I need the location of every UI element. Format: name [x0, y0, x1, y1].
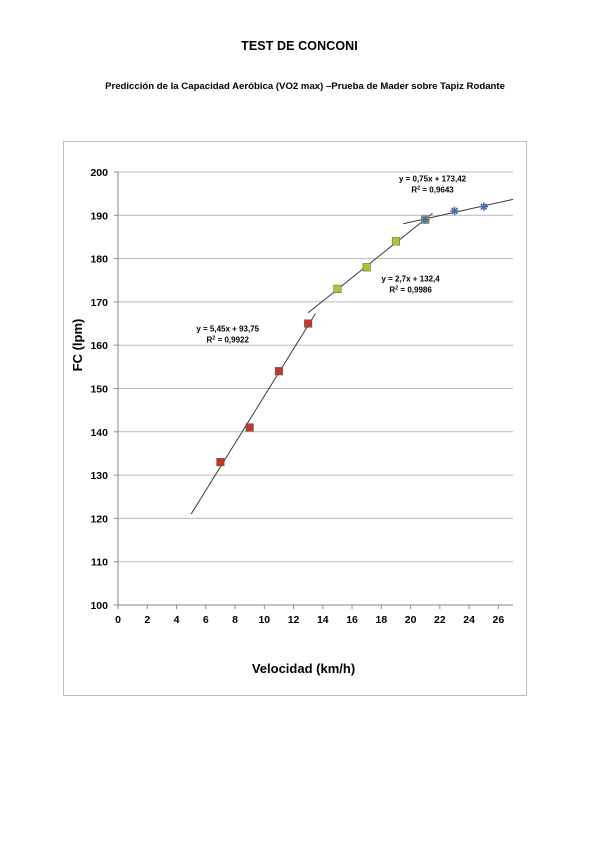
x-tick-label: 22	[434, 614, 446, 626]
data-point	[421, 215, 430, 224]
document-subtitle: Predicción de la Capacidad Aeróbica (VO2…	[105, 81, 505, 92]
y-tick-label: 190	[90, 210, 108, 222]
y-tick-label: 170	[90, 297, 108, 309]
y-axis-title: FC (lpm)	[70, 319, 85, 372]
y-tick-label: 140	[90, 427, 108, 439]
y-tick-label: 100	[90, 600, 108, 612]
x-tick-label: 2	[144, 614, 150, 626]
trendline-r2: R2 = 0,9643	[411, 186, 454, 195]
data-point-star-stroke	[450, 207, 459, 215]
x-tick-label: 26	[493, 614, 505, 626]
x-axis-title: Velocidad (km/h)	[252, 661, 355, 676]
data-point	[362, 263, 371, 272]
x-tick-label: 10	[258, 614, 270, 626]
x-tick-label: 20	[405, 614, 417, 626]
x-tick-label: 0	[115, 614, 121, 626]
data-point-star-stroke	[421, 216, 429, 224]
x-tick-label: 14	[317, 614, 329, 626]
y-tick-label: 130	[90, 470, 108, 482]
grid-lines	[118, 171, 513, 563]
x-tick-label: 6	[203, 614, 209, 626]
y-tick-label: 180	[90, 254, 108, 266]
trendline-equation: y = 0,75x + 173,42	[399, 175, 467, 184]
data-points	[216, 202, 488, 467]
data-point	[391, 237, 401, 246]
trendline-equation: y = 2,7x + 132,4	[381, 275, 440, 284]
trendline-r2: R2 = 0,9922	[207, 335, 250, 344]
x-tick-label: 18	[375, 614, 387, 626]
y-tick-label: 150	[90, 384, 108, 396]
data-point	[333, 284, 342, 293]
data-point	[245, 423, 254, 432]
y-tick-label: 110	[91, 557, 108, 569]
data-point	[450, 206, 459, 216]
trendline-equations: y = 5,45x + 93,75 R2 = 0,9922 y = 2,7x + 1…	[196, 175, 466, 345]
data-point	[274, 367, 283, 376]
y-tick-label: 200	[90, 167, 108, 179]
data-point	[304, 319, 313, 328]
trendline	[307, 212, 433, 314]
trendline-r2: R2 = 0,9986	[389, 286, 432, 295]
x-tick-label: 4	[174, 614, 180, 626]
trendline-equation: y = 5,45x + 93,75	[196, 324, 259, 333]
data-point	[479, 202, 488, 211]
x-tick-label: 8	[232, 614, 238, 626]
data-point-star-stroke	[480, 203, 488, 211]
x-tick-label: 16	[346, 614, 358, 626]
trendline	[190, 313, 316, 515]
y-tick-label: 160	[90, 340, 108, 352]
trendlines	[190, 198, 514, 515]
x-tick-label: 12	[288, 614, 300, 626]
x-tick-label: 24	[463, 614, 475, 626]
axes	[114, 171, 513, 609]
chart-frame	[63, 141, 527, 696]
data-point	[216, 458, 225, 467]
document-title: TEST DE CONCONI	[241, 39, 358, 53]
y-tick-label: 120	[90, 513, 108, 525]
